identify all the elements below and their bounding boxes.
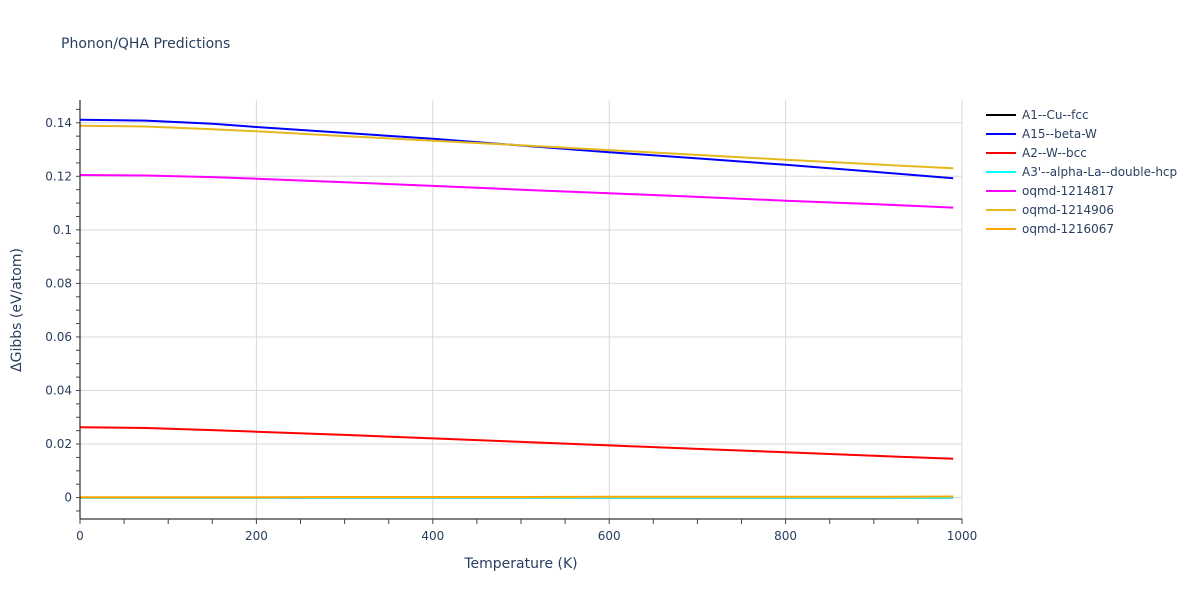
legend: A1--Cu--fcc A15--beta-W A2--W--bcc A3'--alp… [984,105,1177,238]
legend-item[interactable]: A3'--alpha-La--double-hcp [984,162,1177,181]
legend-item[interactable]: oqmd-1216067 [984,219,1177,238]
y-tick-label: 0.08 [45,276,72,290]
y-tick-label: 0.04 [45,383,72,397]
legend-swatch-icon [986,189,1016,192]
series-line-6 [80,495,954,499]
x-tick-label: 800 [774,529,797,543]
y-tick-label: 0.06 [45,330,72,344]
y-tick-label: 0.12 [45,169,72,183]
x-tick-label: 200 [245,529,268,543]
legend-label: A2--W--bcc [1022,145,1087,160]
x-tick-label: 0 [76,529,84,543]
y-tick-label: 0 [64,491,72,505]
legend-label: A3'--alpha-La--double-hcp [1022,164,1178,179]
legend-swatch-icon [986,227,1016,230]
y-tick-label: 0.02 [45,437,72,451]
legend-swatch-icon [986,132,1016,135]
chart-title: Phonon/QHA Predictions [61,36,231,52]
legend-item[interactable]: A1--Cu--fcc [984,105,1177,124]
legend-item[interactable]: A15--beta-W [984,124,1177,143]
series-line-5 [79,124,954,170]
legend-swatch-icon [986,170,1016,173]
legend-swatch-icon [986,113,1016,116]
y-axis-title: ΔGibbs (eV/atom) [9,248,25,372]
legend-label: oqmd-1214906 [1022,202,1115,217]
series-lines [79,118,954,499]
legend-label: A1--Cu--fcc [1022,107,1089,122]
x-tick-label: 400 [421,529,444,543]
legend-swatch-icon [986,151,1016,154]
series-line-4 [79,174,954,209]
axes: 0 0.02 0.04 0.06 0.08 0.1 0.12 0.14 0 200 400 600 80… [45,100,977,543]
legend-item[interactable]: oqmd-1214906 [984,200,1177,219]
x-tick-label: 600 [598,529,621,543]
legend-label: A15--beta-W [1022,126,1097,141]
y-tick-label: 0.14 [45,116,72,130]
legend-item[interactable]: A2--W--bcc [984,143,1177,162]
x-axis-title: Temperature (K) [463,556,577,572]
y-tick-label: 0.1 [53,223,72,237]
gridlines [80,100,963,519]
legend-swatch-icon [986,208,1016,211]
legend-label: oqmd-1216067 [1022,221,1115,236]
x-tick-label: 1000 [947,529,978,543]
series-line-2 [79,426,954,460]
legend-label: oqmd-1214817 [1022,183,1115,198]
legend-item[interactable]: oqmd-1214817 [984,181,1177,200]
